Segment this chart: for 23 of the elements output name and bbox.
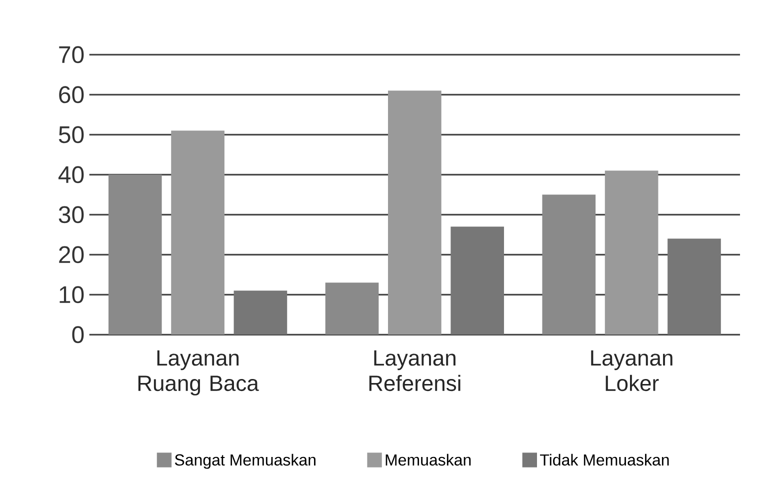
y-tick-label: 60	[59, 86, 84, 104]
legend-label: Tidak Memuaskan	[540, 454, 669, 466]
y-tick-label: 40	[58, 166, 84, 184]
x-tick-label: Layanan Referensi	[369, 350, 460, 392]
x-tick-label: Layanan Ruang Baca	[138, 350, 259, 396]
y-tick-label: 20	[59, 246, 84, 264]
legend-label: Sangat Memuaskan	[174, 454, 316, 469]
bar	[388, 90, 442, 335]
bar	[108, 174, 162, 335]
legend-label: Memuaskan	[386, 454, 471, 466]
bar	[171, 130, 224, 335]
bar	[450, 226, 504, 335]
y-tick-label: 0	[72, 326, 84, 344]
y-tick-label: 30	[58, 206, 84, 224]
y-tick-label: 70	[59, 46, 84, 64]
y-tick-label: 10	[60, 286, 84, 304]
y-tick-label: 50	[58, 126, 84, 144]
bar	[325, 282, 379, 335]
bar	[234, 290, 288, 335]
bar	[542, 194, 596, 335]
bar	[668, 238, 721, 335]
x-tick-label: Layanan Loker	[591, 350, 672, 392]
bar	[604, 170, 658, 335]
